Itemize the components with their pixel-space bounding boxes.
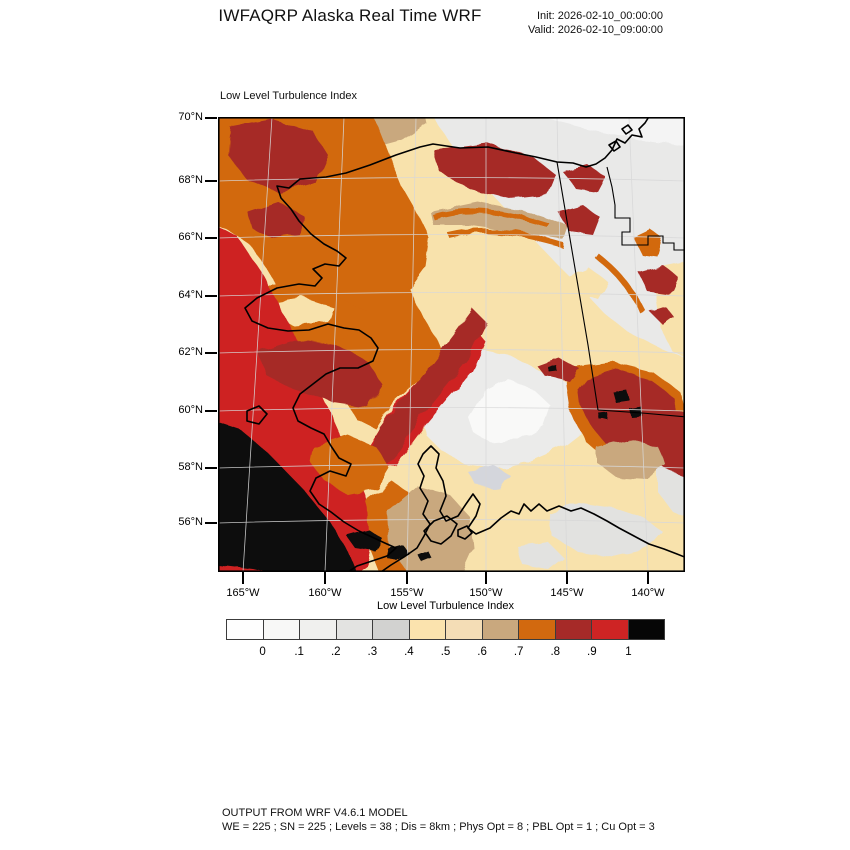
colorbar-tick-label: .2 — [330, 646, 341, 658]
colorbar-tick-label: .5 — [440, 646, 451, 658]
map-frame-border — [218, 117, 685, 572]
colorbar-tick-label: .7 — [513, 646, 524, 658]
lat-tick-label: 64°N — [178, 289, 203, 301]
lon-tick-label: 155°W — [390, 587, 424, 599]
lat-tick-label: 62°N — [178, 346, 203, 358]
coastline — [244, 117, 685, 572]
lat-tick — [205, 522, 217, 524]
lat-tick — [205, 180, 217, 182]
colorbar-cell — [445, 619, 483, 640]
colorbar-tick-label: .4 — [404, 646, 414, 658]
colorbar-cell — [554, 619, 592, 640]
lat-tick-label: 56°N — [178, 516, 203, 528]
contour-fills — [218, 117, 685, 572]
colorbar-tick-label: 0 — [259, 646, 266, 658]
colorbar-cell — [518, 619, 556, 640]
lon-tick — [406, 572, 408, 584]
lon-tick — [485, 572, 487, 584]
colorbar-tick-label: 1 — [625, 646, 632, 658]
lat-tick — [205, 467, 217, 469]
lon-tick-label: 150°W — [469, 587, 503, 599]
colorbar-tick-label: .6 — [477, 646, 487, 658]
colorbar-tick-label: .3 — [367, 646, 378, 658]
lon-tick-label: 165°W — [226, 587, 260, 599]
lat-tick-label: 66°N — [178, 231, 203, 243]
border-lines — [556, 161, 685, 418]
colorbar-cell — [591, 619, 629, 640]
lat-tick-label: 70°N — [178, 111, 203, 123]
map-canvas — [218, 117, 685, 572]
lat-tick-label: 58°N — [178, 461, 203, 473]
model-info-line1: OUTPUT FROM WRF V4.6.1 MODEL — [222, 807, 408, 819]
lon-tick — [647, 572, 649, 584]
field-label: Low Level Turbulence Index — [220, 90, 357, 102]
lon-tick-label: 145°W — [550, 587, 584, 599]
colorbar-cell — [299, 619, 337, 640]
model-info-line2: WE = 225 ; SN = 225 ; Levels = 38 ; Dis … — [222, 820, 655, 833]
colorbar-tick-label: .9 — [587, 646, 597, 658]
lat-tick — [205, 352, 217, 354]
colorbar-cell — [226, 619, 264, 640]
colorbar-title: Low Level Turbulence Index — [377, 600, 514, 612]
lon-tick — [324, 572, 326, 584]
colorbar — [226, 619, 665, 640]
valid-time: Valid: 2026-02-10_09:00:00 — [528, 24, 663, 36]
colorbar-cell — [627, 619, 665, 640]
lon-tick-label: 160°W — [308, 587, 342, 599]
colorbar-cell — [335, 619, 373, 640]
lon-tick — [566, 572, 568, 584]
colorbar-cell — [481, 619, 519, 640]
lon-tick — [242, 572, 244, 584]
run-times: Init: 2026-02-10_00:00:00 Valid: 2026-02… — [528, 9, 663, 37]
lat-tick — [205, 410, 217, 412]
lat-tick — [205, 237, 217, 239]
colorbar-cell — [262, 619, 300, 640]
lat-tick-label: 68°N — [178, 174, 203, 186]
colorbar-cell — [408, 619, 446, 640]
graticule — [218, 117, 685, 572]
init-time: Init: 2026-02-10_00:00:00 — [537, 10, 663, 22]
lat-tick — [205, 117, 217, 119]
colorbar-tick-label: .8 — [550, 646, 561, 658]
lat-tick-label: 60°N — [178, 404, 203, 416]
lat-tick — [205, 295, 217, 297]
plot-title: IWFAQRP Alaska Real Time WRF — [218, 6, 482, 25]
model-info: OUTPUT FROM WRF V4.6.1 MODEL WE = 225 ; … — [222, 807, 655, 834]
colorbar-tick-label: .1 — [294, 646, 304, 658]
lon-tick-label: 140°W — [631, 587, 665, 599]
turbulence-map — [218, 117, 685, 572]
colorbar-cell — [372, 619, 410, 640]
